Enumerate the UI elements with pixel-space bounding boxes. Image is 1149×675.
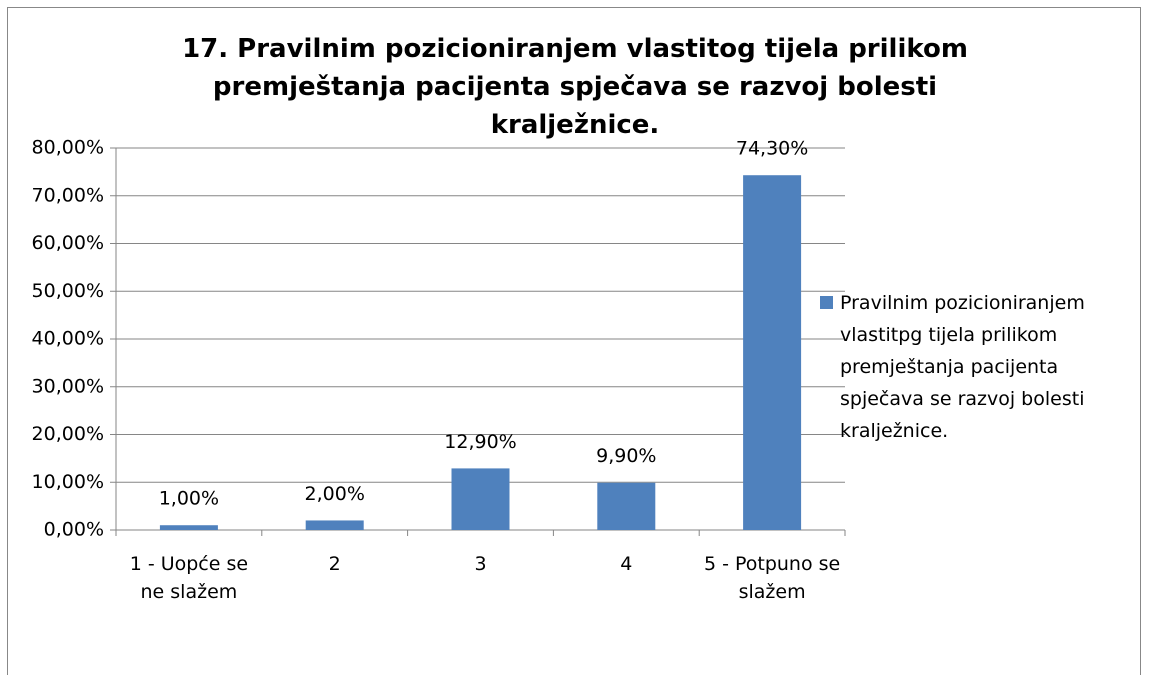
x-tick-label: 5 - Potpuno se slažem [703, 553, 841, 603]
y-tick-label: 70,00% [32, 184, 104, 206]
y-tick-label: 50,00% [32, 280, 104, 302]
y-tick-label: 0,00% [44, 519, 104, 541]
frame [7, 7, 1141, 675]
data-label: 74,30% [736, 138, 808, 160]
y-tick-label: 80,00% [32, 137, 104, 159]
bar [305, 520, 364, 530]
y-tick-label: 60,00% [32, 232, 104, 254]
y-tick-label: 40,00% [32, 328, 104, 350]
y-tick-label: 30,00% [32, 375, 104, 397]
bar [743, 175, 802, 530]
x-tick-label: 3 [474, 553, 487, 575]
y-tick-label: 20,00% [32, 423, 104, 445]
legend-swatch [820, 296, 833, 309]
y-tick-label: 10,00% [32, 471, 104, 493]
data-label: 9,90% [596, 445, 656, 467]
x-tick-label: 1 - Uopće se ne slažem [129, 553, 249, 603]
x-tick-label: 4 [620, 553, 633, 575]
data-label: 12,90% [444, 431, 516, 453]
bar [159, 525, 218, 530]
data-label: 2,00% [305, 483, 365, 505]
bar [451, 468, 510, 530]
bar [597, 482, 656, 530]
chart-title: 17. Pravilnim pozicioniranjem vlastitog … [182, 34, 968, 140]
data-label: 1,00% [159, 488, 219, 510]
legend-label: Pravilnim pozicioniranjem vlastitpg tije… [840, 292, 1085, 442]
x-tick-label: 2 [328, 553, 341, 575]
